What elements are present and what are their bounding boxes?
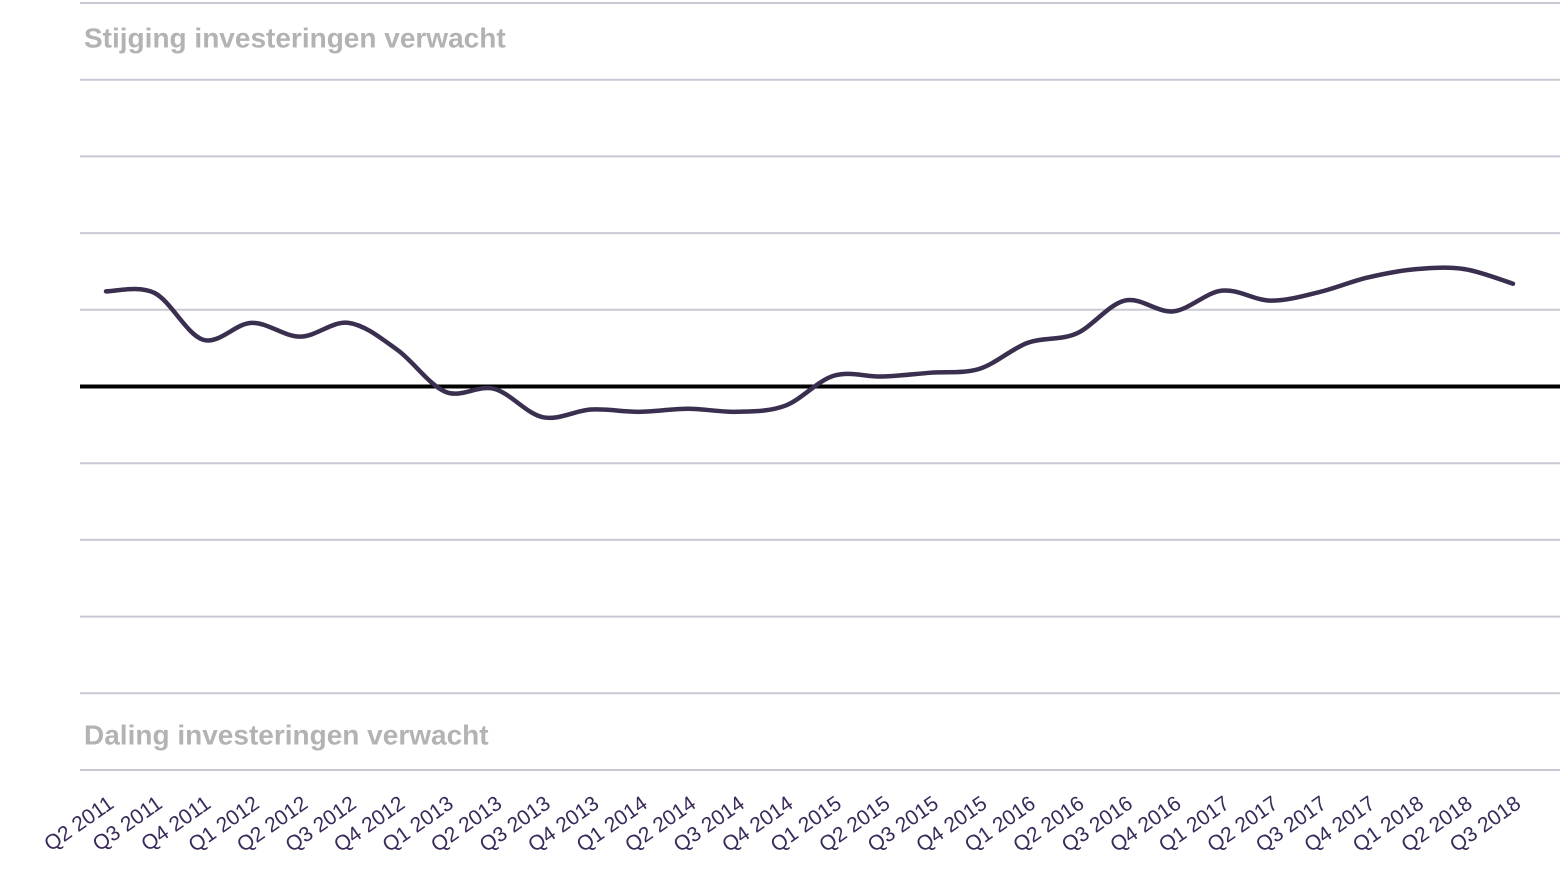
data-line bbox=[103, 265, 1516, 421]
annotation-bottom: Daling investeringen verwacht bbox=[84, 719, 489, 750]
annotation-top: Stijging investeringen verwacht bbox=[84, 22, 506, 53]
